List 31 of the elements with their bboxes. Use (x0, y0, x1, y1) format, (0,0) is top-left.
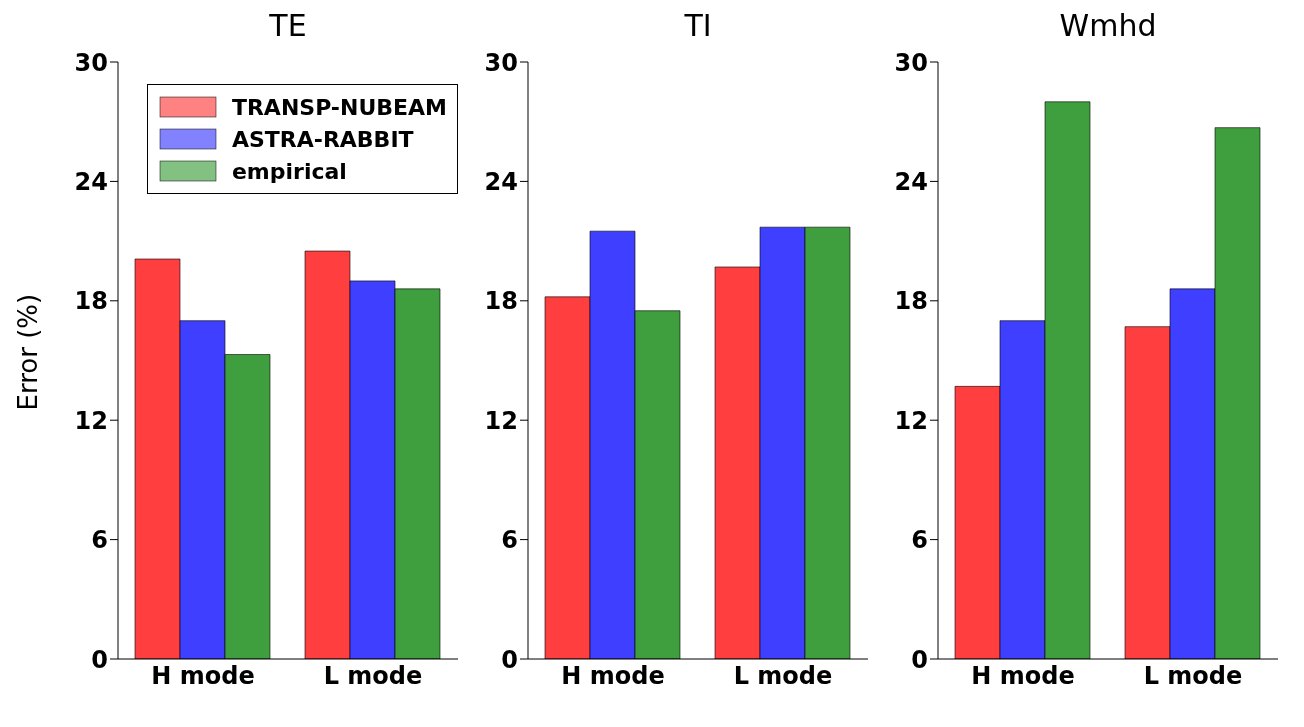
y-tick-label: 12 (484, 406, 518, 435)
y-tick-label: 12 (74, 406, 108, 435)
y-tick-label: 0 (501, 645, 518, 674)
y-tick-label: 18 (484, 287, 518, 316)
chart-title: TI (683, 8, 713, 43)
y-tick-label: 30 (484, 48, 518, 77)
x-tick-label: L mode (733, 662, 833, 691)
y-tick-label: 6 (91, 526, 108, 555)
y-tick-label: 6 (501, 526, 518, 555)
y-tick-label: 30 (894, 48, 928, 77)
y-tick-label: 18 (894, 287, 928, 316)
y-tick-label: 0 (91, 645, 108, 674)
y-axis-title: Error (%) (13, 293, 44, 411)
x-tick-label: H mode (151, 662, 255, 691)
legend-label: ASTRA-RABBIT (231, 126, 414, 152)
legend-label: empirical (231, 158, 347, 184)
y-tick-label: 30 (74, 48, 108, 77)
y-tick-label: 24 (74, 167, 108, 196)
y-tick-label: 18 (74, 287, 108, 316)
chart-title: TE (268, 8, 308, 43)
x-tick-label: L mode (323, 662, 423, 691)
x-tick-label: H mode (971, 662, 1075, 691)
y-tick-label: 12 (894, 406, 928, 435)
legend-label: TRANSP-NUBEAM (231, 94, 447, 120)
y-tick-label: 24 (484, 167, 518, 196)
y-tick-label: 24 (894, 167, 928, 196)
chart-title: Wmhd (1058, 8, 1158, 43)
x-tick-label: L mode (1143, 662, 1243, 691)
x-tick-label: H mode (561, 662, 665, 691)
y-tick-label: 0 (911, 645, 928, 674)
y-tick-label: 6 (911, 526, 928, 555)
